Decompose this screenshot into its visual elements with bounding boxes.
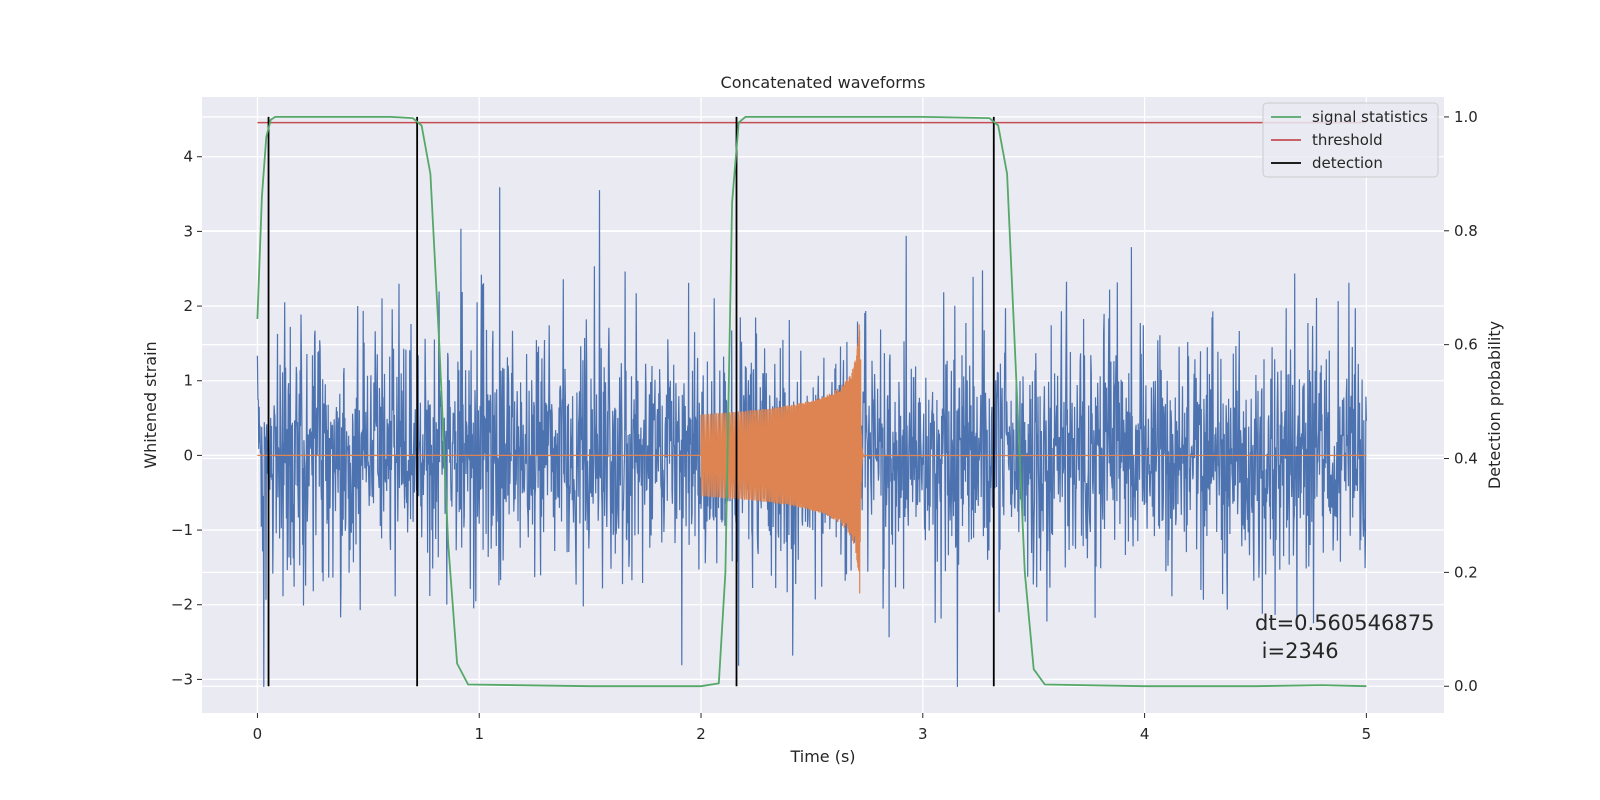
signal-statistics-line	[256, 116, 1367, 688]
ticks-layer: 0 1 2 3 4 5 −3 −2 −1 0 1 2 3 4 0.0 0.2 0.4 0.6 0.8 1.0	[171, 108, 1478, 743]
y-tick-label: 4	[183, 148, 193, 166]
injected-chirp-line	[257, 324, 1367, 594]
legend: signal statistics threshold detection	[1262, 102, 1439, 178]
x-tick-label: 2	[696, 725, 706, 743]
y2-tick-label: 0.0	[1454, 677, 1478, 695]
x-tick-label: 0	[253, 725, 263, 743]
y-tick-label: 1	[183, 372, 193, 390]
y2-tick-label: 0.4	[1454, 450, 1478, 468]
y-tick-label: −2	[171, 596, 193, 614]
legend-label-threshold: threshold	[1312, 131, 1383, 149]
x-tick-label: 1	[474, 725, 484, 743]
y-tick-label: 2	[183, 297, 193, 315]
y-tick-label: 3	[183, 222, 193, 240]
chart-title: Concatenated waveforms	[721, 73, 926, 92]
y-axis-label: Whitened strain	[141, 341, 160, 468]
y2-tick-label: 0.2	[1454, 563, 1478, 581]
legend-label-detection: detection	[1312, 154, 1383, 172]
legend-box	[1262, 102, 1439, 178]
y2-axis-label: Detection probability	[1485, 321, 1504, 489]
y-tick-label: −3	[171, 670, 193, 688]
y2-tick-label: 0.6	[1454, 336, 1478, 354]
x-axis-label: Time (s)	[789, 747, 855, 766]
annotation-dt: dt=0.560546875	[1255, 611, 1434, 635]
x-tick-label: 3	[918, 725, 928, 743]
y-tick-label: −1	[171, 521, 193, 539]
legend-label-signal-statistics: signal statistics	[1312, 108, 1428, 126]
y-tick-label: 0	[183, 446, 193, 464]
x-tick-label: 4	[1140, 725, 1150, 743]
annotation-i: i=2346	[1255, 639, 1339, 663]
x-tick-label: 5	[1362, 725, 1372, 743]
y2-tick-label: 0.8	[1454, 222, 1478, 240]
series-layer	[256, 116, 1367, 688]
y2-tick-label: 1.0	[1454, 108, 1478, 126]
